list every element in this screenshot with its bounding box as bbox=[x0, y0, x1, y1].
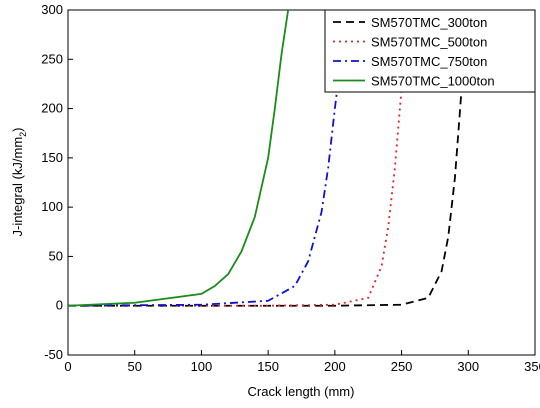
x-tick-label: 100 bbox=[191, 359, 213, 374]
series-line bbox=[68, 10, 290, 307]
x-tick-label: 200 bbox=[324, 359, 346, 374]
plot-frame bbox=[67, 9, 536, 356]
series-line bbox=[68, 10, 347, 307]
legend-label: SM570TMC_300ton bbox=[371, 15, 487, 30]
y-tick-label: 0 bbox=[56, 298, 63, 313]
x-tick-label: 300 bbox=[457, 359, 479, 374]
x-tick-label: 50 bbox=[127, 359, 141, 374]
series-line bbox=[68, 10, 467, 307]
y-tick-label: 200 bbox=[41, 101, 63, 116]
y-tick-label: 150 bbox=[41, 150, 63, 165]
x-tick-label: 250 bbox=[391, 359, 413, 374]
y-axis-label: J-integral (kJ/mm2) bbox=[10, 127, 28, 236]
legend-box bbox=[324, 9, 536, 93]
x-tick-label: 150 bbox=[257, 359, 279, 374]
y-tick-label: 300 bbox=[41, 2, 63, 17]
y-tick-label: 50 bbox=[49, 248, 63, 263]
y-tick-label: 250 bbox=[41, 51, 63, 66]
x-axis-label: Crack length (mm) bbox=[248, 384, 355, 399]
y-tick-label: 100 bbox=[41, 199, 63, 214]
legend-label: SM570TMC_1000ton bbox=[371, 74, 495, 89]
x-tick-label: 0 bbox=[64, 359, 71, 374]
lines bbox=[68, 10, 467, 307]
legend-label: SM570TMC_500ton bbox=[371, 35, 487, 50]
x-tick-label: 350 bbox=[524, 359, 540, 374]
y-tick-label: -50 bbox=[44, 347, 63, 362]
legend-label: SM570TMC_750ton bbox=[371, 54, 487, 69]
series-line bbox=[68, 10, 407, 307]
